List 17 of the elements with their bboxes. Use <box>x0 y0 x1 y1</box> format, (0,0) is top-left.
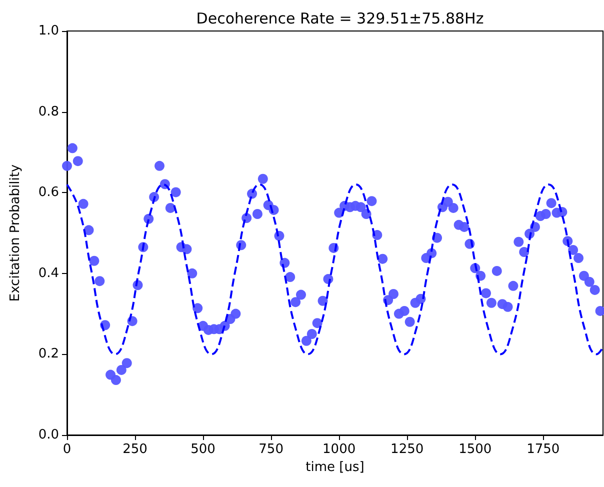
x-tick-label: 1500 <box>458 442 492 457</box>
x-tick-label: 500 <box>190 442 216 457</box>
y-tick-label: 0.4 <box>38 266 59 281</box>
y-tick-label: 0.2 <box>38 346 59 362</box>
x-axis-title: time [us] <box>306 460 364 475</box>
x-tick-label: 1250 <box>390 442 424 457</box>
y-tick-label: 1.0 <box>38 24 59 38</box>
x-tick-label: 250 <box>122 442 148 457</box>
x-tick-label: 1750 <box>526 442 560 457</box>
x-tick-label: 0 <box>62 442 72 457</box>
y-tick-label: 0.0 <box>38 428 59 442</box>
y-tick-label: 0.8 <box>38 104 59 120</box>
y-axis-title: Excitation Probability <box>8 164 23 302</box>
y-tick-label: 0.6 <box>38 185 59 200</box>
x-tick-label: 750 <box>258 442 284 457</box>
x-tick-label: 1000 <box>322 442 356 457</box>
chart-title: Decoherence Rate = 329.51±75.88Hz <box>196 10 484 28</box>
